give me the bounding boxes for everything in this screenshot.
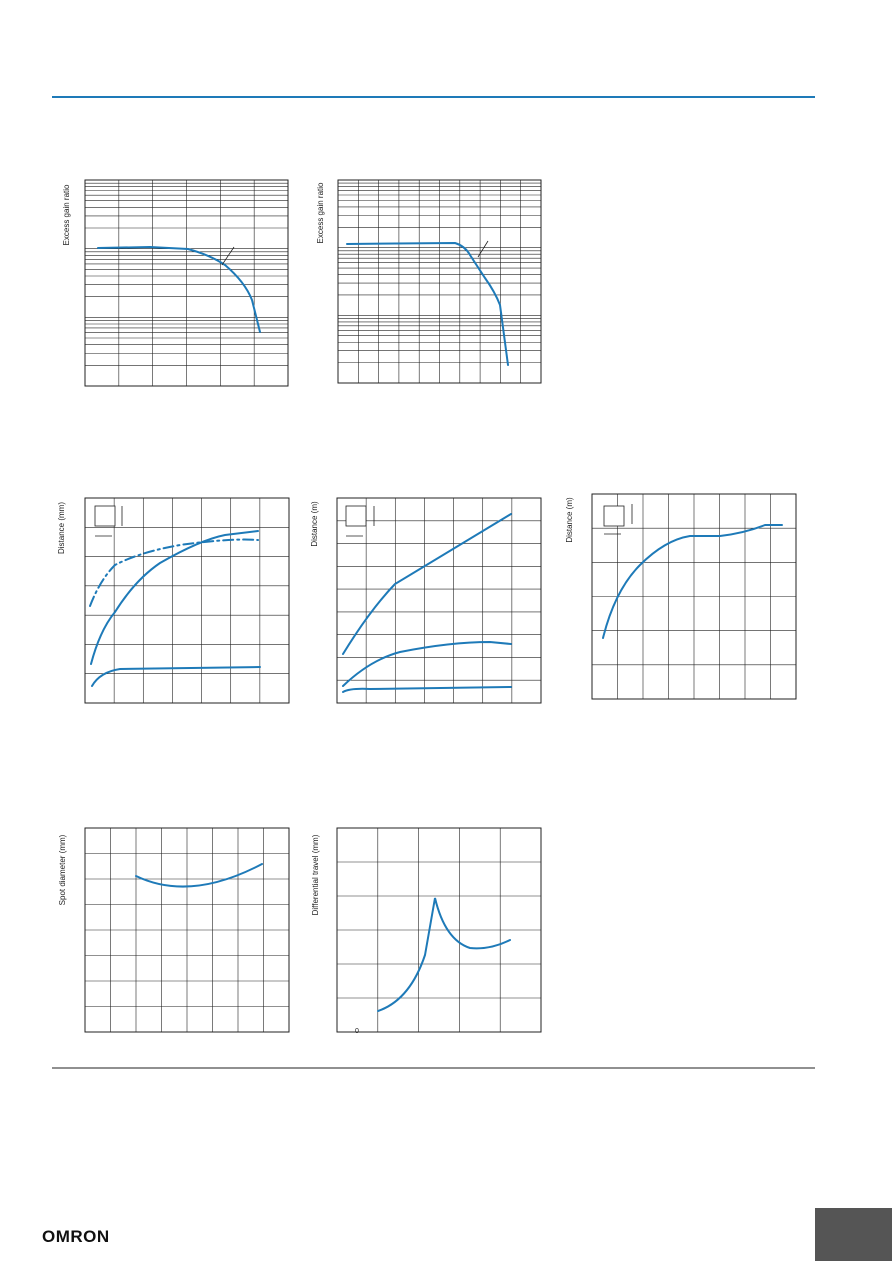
curve — [89, 538, 259, 607]
curve — [342, 640, 512, 687]
y-axis-label: Excess gain ratio — [316, 182, 325, 243]
plot-frame — [336, 497, 542, 704]
plot-frame — [591, 493, 797, 700]
pointer — [221, 246, 235, 266]
curve — [135, 863, 263, 888]
curve — [342, 686, 512, 693]
y-axis-label: Differential travel (mm) — [311, 834, 320, 915]
pointer — [477, 240, 489, 258]
axis-zero: 0 — [355, 1028, 359, 1035]
curve — [377, 897, 511, 1012]
curve — [342, 513, 512, 655]
tab — [815, 1208, 892, 1261]
curve — [97, 245, 261, 333]
plot-frame — [84, 827, 290, 1033]
plot-frame — [84, 497, 290, 704]
plot-frame — [337, 179, 542, 384]
grids — [84, 179, 797, 1033]
y-axis-label: Spot diameter (mm) — [58, 834, 67, 905]
plot-frame — [84, 179, 289, 387]
curve — [90, 530, 259, 665]
logo: OMRON — [42, 1227, 110, 1246]
y-axis-label: Distance (m) — [565, 497, 574, 543]
curve — [346, 241, 509, 366]
plot-frame — [336, 827, 542, 1033]
curve — [91, 666, 261, 687]
inset-icon — [94, 504, 633, 537]
y-axis-label: Distance (mm) — [57, 502, 66, 554]
curve — [602, 524, 783, 639]
y-axis-label: Excess gain ratio — [62, 184, 71, 245]
y-axis-label: Distance (m) — [310, 501, 319, 547]
